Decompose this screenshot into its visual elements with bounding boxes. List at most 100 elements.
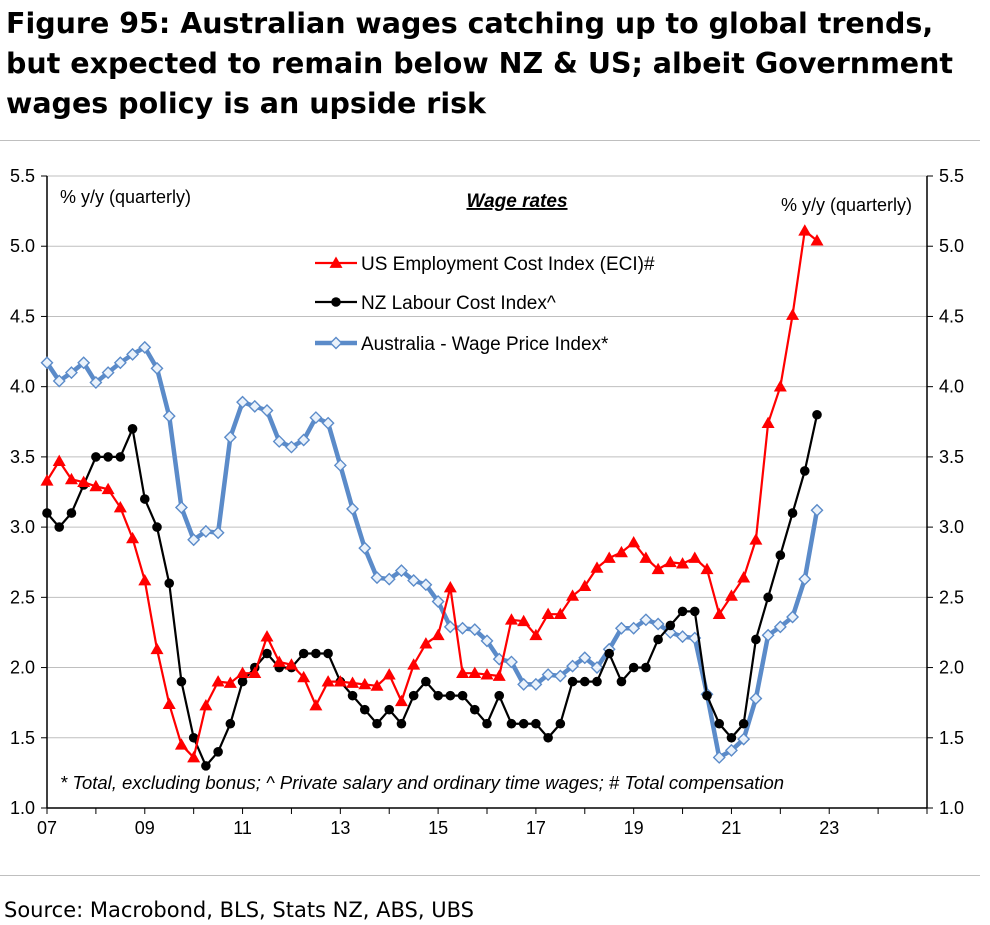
data-point [592, 676, 602, 687]
data-point [346, 502, 360, 516]
series-line [46, 414, 819, 767]
data-point [201, 761, 211, 771]
data-point [787, 508, 798, 518]
data-point [260, 404, 274, 418]
data-point [665, 620, 676, 631]
data-point [333, 675, 347, 687]
data-point [248, 666, 262, 679]
data-point [749, 533, 763, 545]
y-tick-label-right: 4.0 [939, 377, 964, 397]
data-point [737, 571, 751, 583]
data-point [91, 452, 101, 462]
data-point [761, 628, 775, 642]
data-point [358, 677, 372, 690]
data-point [211, 675, 225, 687]
y-tick-label-left: 4.0 [10, 377, 35, 397]
y-tick-labels-left: 1.0 1.5 2.0 2.5 3.0 3.5 4.0 4.5 5.0 5.5 [10, 166, 47, 818]
y-tick-label-left: 2.5 [10, 587, 35, 607]
data-point [113, 500, 127, 513]
data-point [567, 676, 578, 687]
legend-label: NZ Labour Cost Index^ [361, 293, 556, 314]
data-point [688, 551, 702, 563]
y-tick-label-left: 3.5 [10, 447, 35, 467]
data-point [529, 628, 543, 641]
data-point [724, 743, 738, 757]
data-point [445, 690, 456, 701]
data-point [702, 690, 712, 701]
legend-item: US Employment Cost Index (ECI)# [315, 254, 655, 275]
data-point [419, 637, 433, 649]
data-point [786, 610, 800, 624]
figure-title: Figure 95: Australian wages catching up … [6, 7, 954, 120]
data-point [54, 522, 65, 532]
data-point [382, 572, 396, 586]
data-point [370, 571, 384, 585]
data-point [138, 573, 152, 586]
data-point [272, 434, 286, 448]
x-tick-label: 19 [624, 818, 644, 838]
data-point [506, 718, 517, 729]
data-point [260, 630, 274, 642]
x-tick-labels: 07 09 11 13 15 17 19 21 23 [37, 808, 928, 838]
legend-item: NZ Labour Cost Index^ [315, 293, 556, 314]
data-point [199, 698, 213, 711]
data-point [213, 747, 223, 757]
data-point [531, 718, 541, 729]
data-point [187, 750, 201, 763]
data-point [372, 718, 382, 729]
x-tick-label: 09 [135, 818, 155, 838]
data-point [248, 399, 262, 413]
data-point [359, 704, 370, 715]
x-tick-label: 07 [37, 818, 57, 838]
data-point [176, 676, 187, 687]
data-point [689, 606, 700, 617]
data-point [676, 630, 690, 644]
data-point [236, 666, 250, 679]
data-point [52, 454, 66, 466]
data-point [311, 648, 321, 659]
data-point [517, 614, 531, 627]
data-point [298, 648, 309, 659]
data-point [799, 466, 810, 476]
data-point [42, 508, 52, 518]
data-point [272, 655, 286, 667]
data-point [40, 356, 54, 370]
data-point [541, 668, 555, 682]
data-point [370, 679, 384, 691]
data-point [798, 572, 812, 586]
data-point [126, 531, 140, 544]
data-point [164, 578, 175, 589]
data-point [66, 508, 77, 518]
data-point [517, 677, 531, 691]
data-point [786, 308, 800, 320]
data-point [810, 503, 824, 517]
data-point [103, 452, 113, 462]
data-point [407, 573, 421, 587]
data-point [494, 690, 505, 701]
data-point [504, 613, 518, 625]
data-point [347, 690, 358, 701]
data-point [604, 648, 615, 659]
data-point [773, 620, 787, 634]
data-point [223, 676, 237, 688]
data-point [188, 732, 199, 743]
data-point [555, 718, 566, 729]
data-point [187, 533, 201, 547]
data-point [616, 676, 627, 687]
data-point [579, 676, 590, 687]
data-point [602, 551, 616, 563]
x-tick-label: 11 [233, 818, 252, 838]
data-point [138, 340, 152, 354]
data-point [284, 440, 298, 454]
data-point [627, 536, 641, 548]
data-point [456, 621, 470, 635]
top-rule [0, 140, 980, 141]
data-point [394, 694, 408, 707]
data-point [52, 374, 66, 388]
data-point [738, 718, 749, 729]
data-point [651, 617, 665, 631]
data-point [677, 606, 688, 617]
data-point [651, 562, 665, 575]
data-point [590, 661, 604, 675]
data-point [309, 698, 323, 711]
